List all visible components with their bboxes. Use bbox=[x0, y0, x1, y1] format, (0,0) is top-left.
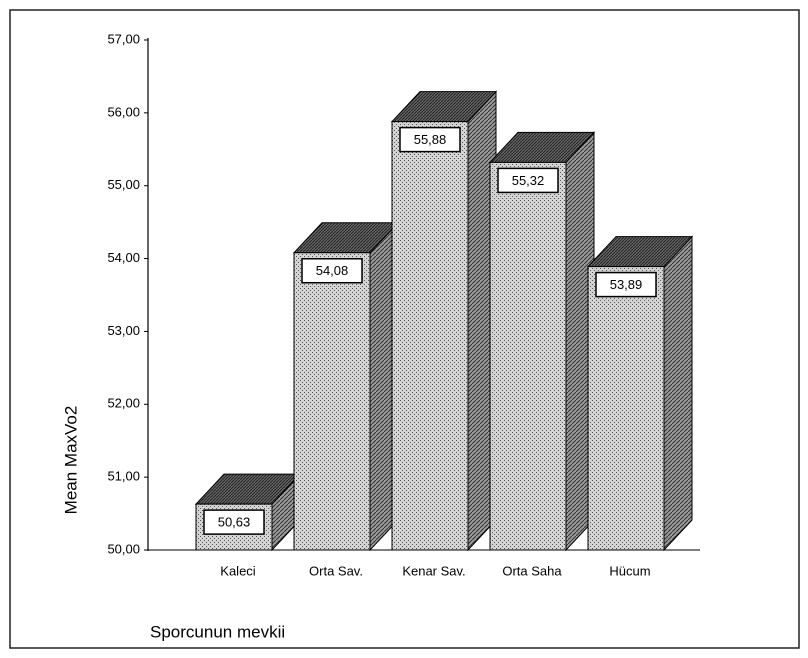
bar bbox=[489, 161, 567, 551]
frame bbox=[9, 9, 800, 649]
bar-side bbox=[663, 235, 693, 552]
x-tick-label: Kaleci bbox=[220, 563, 256, 578]
value-label-box bbox=[203, 509, 265, 535]
y-tick-label: 50,00 bbox=[107, 541, 140, 556]
bar bbox=[391, 121, 469, 551]
y-tick-label: 57,00 bbox=[107, 31, 140, 46]
bar bbox=[587, 266, 665, 551]
y-axis-title: Mean MaxVo2 bbox=[61, 406, 80, 515]
y-tick-label: 55,00 bbox=[107, 177, 140, 192]
x-tick-label: Hücum bbox=[609, 563, 650, 578]
y-tick-label: 53,00 bbox=[107, 323, 140, 338]
value-label-box bbox=[301, 257, 363, 284]
value-label-box bbox=[595, 271, 657, 298]
bar bbox=[293, 252, 371, 551]
y-tick-label: 51,00 bbox=[107, 469, 140, 484]
value-label-box bbox=[399, 126, 461, 153]
x-tick-label: Kenar Sav. bbox=[402, 563, 465, 578]
y-tick-label: 52,00 bbox=[107, 396, 140, 411]
y-tick-label: 54,00 bbox=[107, 250, 140, 265]
value-label: 55,88 bbox=[414, 132, 447, 147]
x-tick-label: Orta Sav. bbox=[309, 563, 363, 578]
value-label-box bbox=[497, 167, 559, 194]
value-label: 54,08 bbox=[316, 263, 349, 278]
x-axis-title: Sporcunun mevkii bbox=[150, 622, 285, 641]
x-tick-label: Orta Saha bbox=[502, 563, 562, 578]
y-tick-label: 56,00 bbox=[107, 104, 140, 119]
value-label: 53,89 bbox=[610, 277, 643, 292]
value-label: 50,63 bbox=[218, 515, 251, 530]
value-label: 55,32 bbox=[512, 173, 545, 188]
